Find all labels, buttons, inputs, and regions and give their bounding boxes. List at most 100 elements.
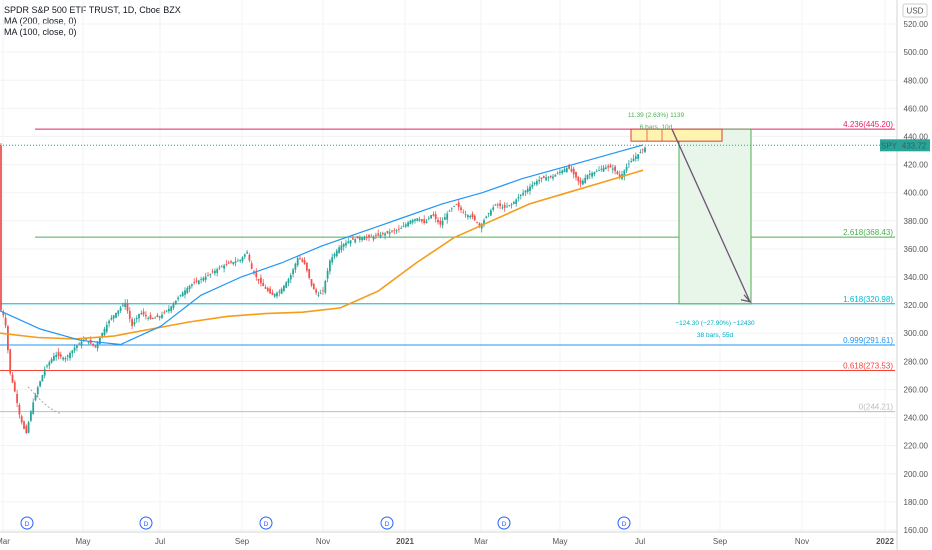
candle-body [616, 171, 619, 175]
candle-body [434, 214, 437, 219]
candle-body [568, 165, 570, 169]
candle-body [485, 216, 488, 219]
ma200-legend[interactable]: MA (200, close, 0) [4, 16, 77, 26]
candle-body [439, 220, 442, 225]
y-tick-label: 300.00 [904, 329, 929, 338]
dividend-marker-icon[interactable]: D [259, 516, 273, 530]
candle-body [333, 253, 336, 257]
fib-label: 0.618(273.53) [843, 361, 893, 370]
ma100-legend[interactable]: MA (100, close, 0) [4, 27, 77, 37]
candle-body [216, 269, 219, 273]
chart-grid [0, 0, 897, 532]
price-axis[interactable]: 520.00 500.00 480.00 460.00 440.00 420.00 400.… [904, 20, 929, 535]
candle-body [630, 161, 633, 163]
candle-body [119, 307, 122, 311]
candle-body [588, 173, 591, 175]
candle-body [43, 369, 46, 376]
candle-body [237, 260, 239, 262]
currency-label[interactable]: USD [902, 3, 928, 18]
candle-body [64, 358, 67, 360]
candle-body [50, 359, 53, 363]
dividend-marker-icon[interactable]: D [497, 516, 511, 530]
candle-body [99, 337, 101, 345]
candle-body [280, 288, 283, 294]
candle-body [225, 264, 228, 265]
candle-body [563, 169, 566, 172]
candle-body [140, 313, 143, 314]
candle-body [605, 167, 607, 169]
candle-body [494, 204, 497, 206]
candle-body [303, 260, 306, 264]
y-tick-label: 320.00 [904, 301, 929, 310]
candle-body [315, 289, 317, 293]
candle-body [600, 168, 603, 170]
candle-body [209, 274, 212, 275]
candle-body [384, 233, 386, 236]
candle-body [227, 262, 230, 264]
candle-body [133, 322, 136, 325]
y-tick-label: 520.00 [904, 20, 929, 29]
arrow-head-icon [740, 294, 752, 303]
fib-label: 2.618(368.43) [843, 228, 893, 237]
candle-body [177, 297, 179, 300]
candle-body [554, 174, 557, 177]
candle-body [278, 291, 281, 293]
candle-body [579, 180, 582, 184]
candle-body [248, 254, 251, 261]
y-tick-label: 360.00 [904, 245, 929, 254]
dividend-marker-icon[interactable]: D [380, 516, 394, 530]
candle-body [372, 236, 375, 240]
candle-body [48, 362, 51, 366]
candle-body [145, 315, 147, 317]
candle-body [609, 165, 612, 168]
candle-body [345, 242, 347, 246]
candle-body [96, 342, 99, 349]
currency-text: USD [907, 7, 924, 16]
symbol-title[interactable]: SPDR S&P 500 ETF TRUST, 1D, Cboe BZX [4, 5, 181, 15]
candle-body [519, 194, 522, 197]
candle-body [538, 179, 541, 182]
candle-body [174, 300, 177, 305]
candle-body [32, 402, 35, 414]
candle-body [142, 311, 145, 315]
candle-body [418, 219, 421, 221]
projection-box[interactable] [630, 128, 752, 305]
time-axis[interactable]: Mar May Jul Sep Nov 2021 Mar May Jul Sep Nov 2022 [0, 537, 894, 546]
candle-body [39, 381, 41, 387]
dividend-marker-icon[interactable]: D [617, 516, 631, 530]
candle-body [478, 223, 481, 226]
candle-body [529, 186, 531, 192]
y-tick-label: 420.00 [904, 161, 929, 170]
y-tick-label: 200.00 [904, 470, 929, 479]
y-tick-label: 480.00 [904, 76, 929, 85]
dividend-marker-icon[interactable]: D [20, 516, 34, 530]
candle-body [117, 310, 120, 314]
candle-body [62, 357, 64, 360]
fib-extension[interactable]: 4.236(445.20) 2.618(368.43) 1.618(320.98) 0… [0, 120, 895, 413]
price-tag-value-bg [898, 139, 930, 152]
candle-body [517, 197, 520, 199]
candle-body [2, 311, 5, 316]
measure-highlight[interactable] [630, 128, 723, 142]
candle-body [46, 365, 48, 367]
dividend-marker-icon[interactable]: D [139, 516, 153, 530]
candle-body [243, 254, 246, 257]
y-tick-label: 260.00 [904, 385, 929, 394]
candle-body [522, 192, 524, 195]
candle-body [618, 174, 621, 177]
price-tag: SPY 433.72 [880, 139, 930, 152]
candle-body [577, 176, 580, 182]
candle-body [540, 177, 543, 179]
y-tick-label: 180.00 [904, 498, 929, 507]
y-tick-label: 220.00 [904, 442, 929, 451]
candle-body [78, 343, 81, 345]
projection-area[interactable] [678, 128, 752, 305]
candle-body [110, 317, 113, 320]
candle-body [319, 293, 322, 294]
candle-body [87, 341, 90, 343]
x-tick-label: Mar [0, 537, 10, 546]
candle-body [556, 173, 559, 175]
candle-body [207, 275, 209, 276]
candle-body [593, 172, 596, 175]
